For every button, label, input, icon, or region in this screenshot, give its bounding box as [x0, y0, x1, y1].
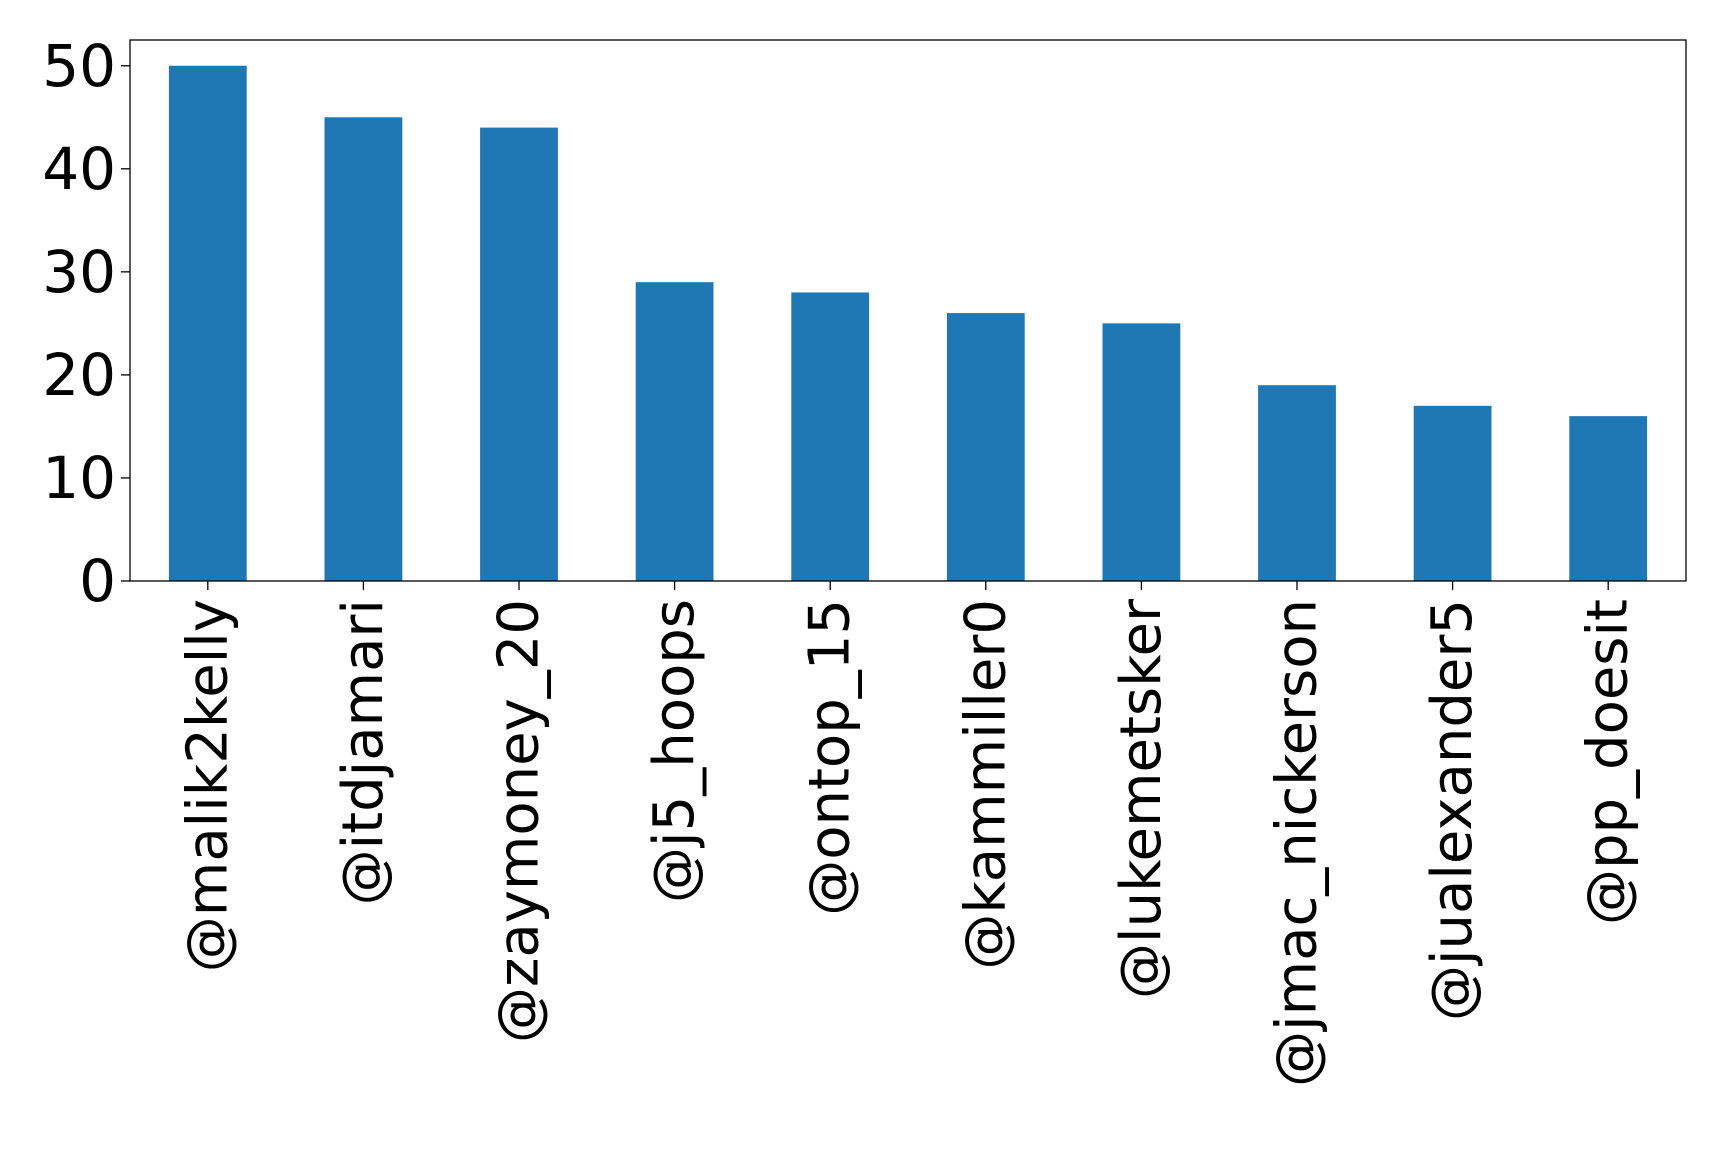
bar: [635, 282, 714, 581]
y-tick-label: 20: [42, 341, 116, 409]
bar: [1258, 385, 1336, 581]
y-tick-label: 50: [42, 32, 116, 100]
x-tick-label: @jmac_nickerson: [1265, 599, 1330, 1087]
x-tick-label: @pp_doesit: [1576, 599, 1641, 925]
x-tick-label: @malik2kelly: [175, 599, 240, 972]
bar: [1102, 323, 1181, 581]
y-tick-label: 40: [42, 135, 116, 203]
plot-frame: [129, 39, 1687, 582]
x-tick-label: @ontop_15: [798, 599, 863, 916]
x-tick-label: @lukemetsker: [1109, 598, 1174, 999]
x-tick-label: @itdjamari: [331, 599, 396, 905]
bar: [480, 127, 558, 581]
x-tick-label: @jualexander5: [1420, 599, 1485, 1021]
bars-group: [168, 65, 1648, 582]
bar: [324, 117, 403, 582]
x-tick-label: @kammiller0: [953, 599, 1018, 970]
bar: [791, 292, 870, 581]
bar: [168, 65, 247, 581]
bar: [1569, 416, 1648, 581]
y-tick-label: 10: [42, 444, 116, 512]
x-tick-label: @zaymoney_20: [487, 599, 552, 1043]
bar: [1413, 405, 1492, 581]
y-axis: 0 10 20 30 40 50: [42, 32, 130, 615]
y-tick-label: 30: [42, 238, 116, 306]
bar: [946, 313, 1025, 581]
x-tick-label: @j5_hoops: [642, 599, 707, 903]
y-tick-label: 0: [79, 547, 116, 615]
x-axis: @malik2kelly @itdjamari @zaymoney_20 @j5_ho…: [175, 581, 1641, 1087]
